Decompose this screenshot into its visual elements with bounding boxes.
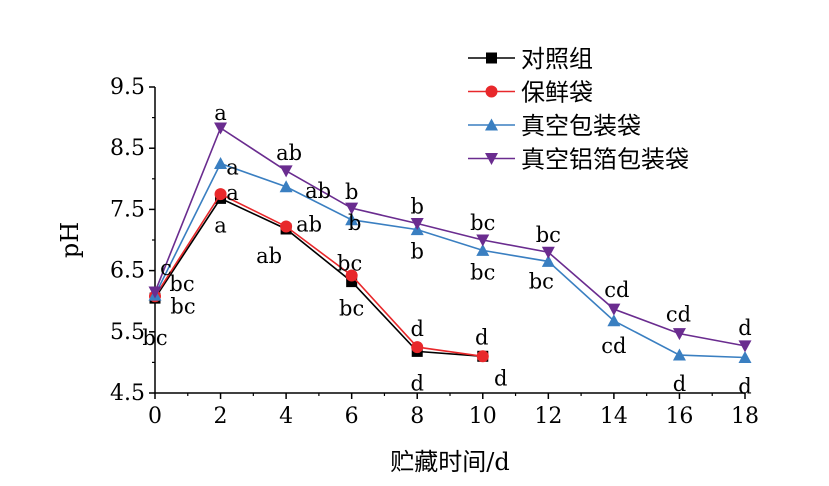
data-point-fresh-bag bbox=[411, 341, 424, 354]
data-point-vacuum-bag bbox=[607, 314, 621, 327]
significance-letter: bc bbox=[142, 326, 167, 350]
y-axis-title: pH bbox=[56, 222, 84, 258]
x-tick-label: 10 bbox=[469, 404, 497, 429]
y-tick-label: 6.5 bbox=[110, 259, 145, 284]
significance-letter: a bbox=[214, 101, 227, 125]
data-point-vacuum-bag bbox=[541, 254, 555, 267]
significance-letter: ab bbox=[305, 179, 331, 203]
significance-letter: d bbox=[673, 372, 686, 396]
data-point-vacuum-bag bbox=[214, 157, 228, 169]
x-tick-label: 4 bbox=[279, 404, 293, 429]
significance-letter: d bbox=[738, 375, 751, 399]
x-tick-label: 8 bbox=[410, 404, 424, 429]
x-tick-label: 18 bbox=[731, 404, 759, 429]
series-vacuum-foil-bag bbox=[148, 122, 752, 353]
legend-marker bbox=[485, 153, 498, 165]
data-point-vacuum-bag bbox=[345, 213, 359, 226]
legend-item-control: 对照组 bbox=[468, 45, 593, 73]
data-point-vacuum-foil-bag bbox=[345, 202, 359, 215]
data-point-vacuum-foil-bag bbox=[541, 246, 555, 259]
series-layer bbox=[148, 122, 752, 364]
series-line-control bbox=[154, 197, 483, 358]
significance-letter: d bbox=[494, 366, 507, 390]
significance-letter: bc bbox=[339, 297, 364, 321]
data-point-fresh-bag bbox=[280, 220, 293, 233]
significance-letter: cd bbox=[666, 303, 691, 327]
significance-letter: bc bbox=[169, 272, 194, 296]
significance-letter: d bbox=[475, 325, 488, 349]
data-point-vacuum-bag bbox=[672, 348, 686, 361]
significance-letter: b bbox=[348, 211, 361, 235]
x-tick-label: 6 bbox=[345, 404, 359, 429]
significance-letter: bc bbox=[337, 251, 362, 275]
significance-letter: d bbox=[410, 317, 423, 341]
series-line-vacuum-foil-bag bbox=[154, 126, 746, 347]
x-tick-label: 16 bbox=[665, 404, 693, 429]
data-point-fresh-bag bbox=[476, 350, 489, 363]
significance-letter: b bbox=[410, 194, 423, 218]
legend-label: 真空铝箔包装袋 bbox=[521, 146, 689, 174]
data-point-vacuum-foil-bag bbox=[476, 234, 490, 247]
significance-letter: b bbox=[410, 240, 423, 264]
x-tick-label: 2 bbox=[214, 404, 228, 429]
axes: 4.5 5.5 6.5 7.5 8.5 9.5 0 2 4 6 8 10 12 14 16 18 bbox=[110, 75, 759, 429]
legend-marker bbox=[485, 118, 498, 131]
significance-letter: b bbox=[345, 180, 358, 204]
legend-item-fresh-bag: 保鲜袋 bbox=[468, 79, 593, 107]
significance-letter: cd bbox=[604, 278, 629, 302]
data-point-vacuum-foil-bag bbox=[148, 286, 162, 299]
significance-letter: a bbox=[226, 181, 239, 205]
significance-letter: ab bbox=[276, 141, 302, 165]
significance-letter: ab bbox=[256, 244, 282, 268]
x-axis-title: 贮藏时间/d bbox=[390, 448, 509, 476]
series-fresh-bag bbox=[149, 188, 489, 363]
x-tick-label: 14 bbox=[600, 404, 628, 429]
series-line-vacuum-bag bbox=[154, 162, 746, 359]
legend-item-vacuum-foil-bag: 真空铝箔包装袋 bbox=[468, 146, 689, 174]
data-point-vacuum-foil-bag bbox=[279, 165, 293, 178]
data-point-vacuum-bag bbox=[476, 243, 490, 256]
significance-letter: cd bbox=[601, 334, 626, 358]
significance-letter: a bbox=[226, 156, 239, 180]
data-point-vacuum-foil-bag bbox=[672, 328, 686, 341]
data-point-vacuum-foil-bag bbox=[214, 122, 228, 135]
significance-letter: bc bbox=[536, 223, 561, 247]
significance-letter: d bbox=[738, 316, 751, 340]
data-point-vacuum-foil-bag bbox=[738, 340, 752, 353]
significance-letter: bc bbox=[529, 269, 554, 293]
data-point-control bbox=[346, 276, 358, 288]
significance-letter: d bbox=[410, 371, 423, 395]
data-point-vacuum-bag bbox=[279, 180, 293, 193]
significance-letter: bc bbox=[470, 260, 495, 284]
data-point-fresh-bag bbox=[345, 269, 358, 282]
significance-letter: bc bbox=[170, 294, 195, 318]
legend-marker bbox=[486, 52, 497, 64]
significance-letter: c bbox=[160, 256, 172, 280]
y-tick-label: 9.5 bbox=[110, 75, 145, 100]
y-tick-label: 8.5 bbox=[110, 136, 145, 161]
y-tick-label: 4.5 bbox=[110, 381, 145, 406]
legend-item-vacuum-bag: 真空包装袋 bbox=[468, 112, 641, 140]
series-line-fresh-bag bbox=[154, 193, 483, 358]
legend-marker bbox=[485, 85, 498, 98]
legend-label: 对照组 bbox=[521, 45, 593, 73]
significance-letter: a bbox=[214, 213, 227, 237]
data-point-vacuum-foil-bag bbox=[410, 217, 424, 230]
x-tick-label: 12 bbox=[534, 404, 562, 429]
data-point-vacuum-foil-bag bbox=[607, 303, 621, 316]
series-vacuum-bag bbox=[148, 157, 752, 364]
legend-label: 真空包装袋 bbox=[521, 112, 641, 140]
significance-letter: bc bbox=[470, 211, 495, 235]
data-point-fresh-bag bbox=[214, 188, 227, 201]
significance-letter: ab bbox=[296, 213, 322, 237]
x-tick-label: 0 bbox=[148, 404, 162, 429]
y-tick-label: 5.5 bbox=[110, 320, 145, 345]
y-tick-label: 7.5 bbox=[110, 197, 145, 222]
legend-label: 保鲜袋 bbox=[521, 79, 593, 107]
data-point-vacuum-bag bbox=[738, 351, 752, 364]
